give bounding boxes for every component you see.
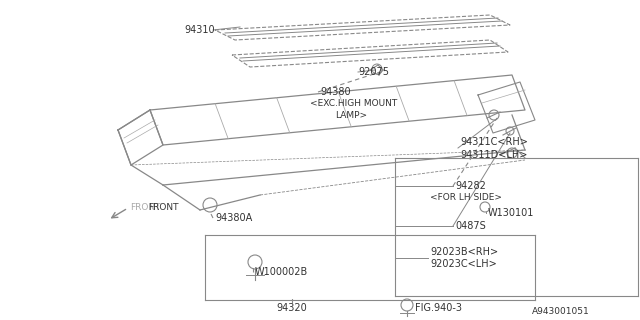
Text: <EXC.HIGH MOUNT: <EXC.HIGH MOUNT bbox=[310, 100, 397, 108]
Text: W130101: W130101 bbox=[488, 208, 534, 218]
Text: 92075: 92075 bbox=[358, 67, 389, 77]
Text: A943001051: A943001051 bbox=[532, 308, 590, 316]
Text: 0487S: 0487S bbox=[455, 221, 486, 231]
Text: W100002B: W100002B bbox=[255, 267, 308, 277]
Text: FIG.940-3: FIG.940-3 bbox=[415, 303, 462, 313]
Text: 94380A: 94380A bbox=[215, 213, 252, 223]
Text: 94310: 94310 bbox=[184, 25, 215, 35]
Text: 94311D<LH>: 94311D<LH> bbox=[460, 150, 527, 160]
Text: 94282: 94282 bbox=[455, 181, 486, 191]
Text: 94311C<RH>: 94311C<RH> bbox=[460, 137, 528, 147]
Text: FRONT: FRONT bbox=[130, 203, 161, 212]
Text: 92023B<RH>: 92023B<RH> bbox=[430, 247, 498, 257]
Text: LAMP>: LAMP> bbox=[335, 111, 367, 121]
Text: FRONT: FRONT bbox=[148, 204, 179, 212]
Text: 92023C<LH>: 92023C<LH> bbox=[430, 259, 497, 269]
Text: <FOR LH SIDE>: <FOR LH SIDE> bbox=[430, 193, 502, 202]
Text: 94380: 94380 bbox=[320, 87, 351, 97]
Text: 94320: 94320 bbox=[276, 303, 307, 313]
